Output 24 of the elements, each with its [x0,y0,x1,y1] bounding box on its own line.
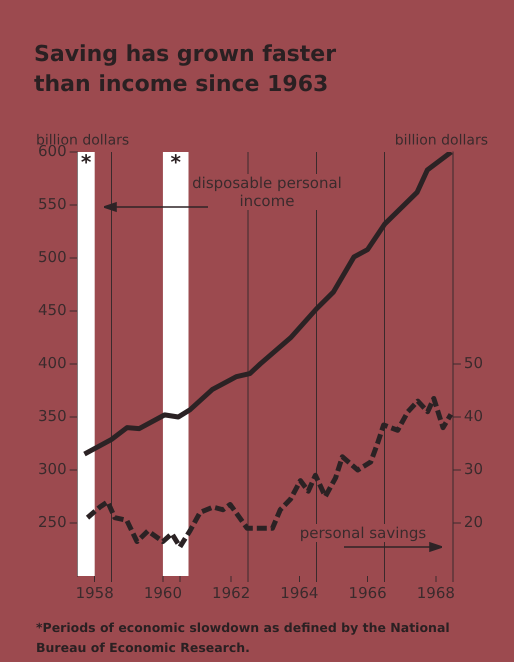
y-tick-label: 550 [38,194,67,213]
y2-tick-label: 20 [464,512,484,531]
y2-tick-label: 30 [464,460,484,478]
band-label: * [170,150,182,174]
chart-title: Saving has grown faster than income since 1963 [34,41,338,99]
annotation: personal savings [278,524,448,542]
y2-axis-title: billion dollars [394,132,488,149]
y-tick-label: 300 [38,460,67,478]
y2-tick-label: 40 [464,406,484,425]
x-tick-label: 1968 [416,584,455,602]
y2-tick-label: 50 [464,354,484,372]
y-tick-label: 250 [38,512,67,531]
annotation: disposable personal income [192,174,342,210]
x-tick-label: 1962 [212,584,250,602]
x-tick-label: 1960 [144,584,182,602]
y-tick-label: 350 [38,406,67,425]
y-tick-label: 400 [38,354,67,372]
x-tick-label: 1958 [76,584,114,602]
x-tick-label: 1964 [280,584,318,602]
band-label: * [80,150,92,174]
y-tick-label: 450 [38,300,67,319]
y-tick-label: 500 [38,248,67,266]
text: *Periods of economic slowdown as defined by the National Bureau of Economic Research. [36,619,451,657]
x-tick-label: 1966 [348,584,387,602]
